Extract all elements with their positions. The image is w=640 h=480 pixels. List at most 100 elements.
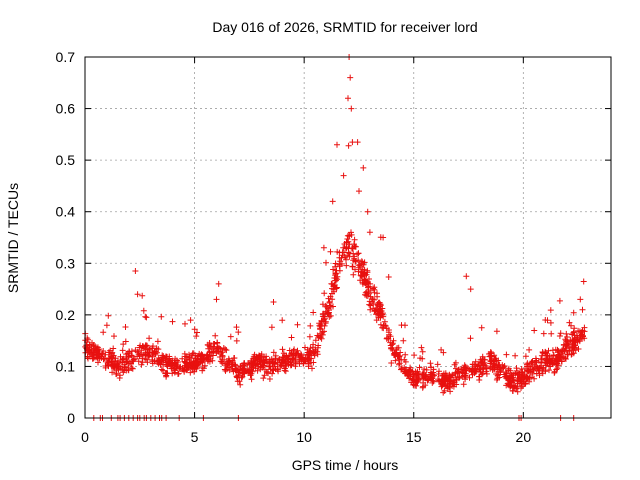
data-point <box>416 364 423 371</box>
data-point <box>334 141 340 148</box>
data-point <box>340 244 347 251</box>
data-point <box>567 337 574 343</box>
data-point <box>266 376 273 382</box>
data-point <box>354 139 361 146</box>
data-point <box>218 349 225 356</box>
data-point <box>332 260 339 267</box>
data-point <box>380 322 387 329</box>
data-point <box>460 372 467 379</box>
data-point <box>417 355 424 362</box>
data-point <box>542 317 549 323</box>
data-point <box>461 362 468 369</box>
data-point <box>355 257 362 264</box>
data-point <box>318 335 325 342</box>
data-point <box>466 374 473 381</box>
data-point <box>575 346 582 352</box>
data-point <box>321 290 328 297</box>
data-point <box>256 356 263 363</box>
data-point <box>231 355 238 361</box>
data-point <box>522 353 529 360</box>
data-point <box>95 359 101 366</box>
data-point <box>315 334 322 341</box>
data-point <box>350 271 357 278</box>
data-point <box>491 352 498 359</box>
data-point <box>266 363 273 370</box>
data-point <box>100 329 107 336</box>
data-point <box>296 358 303 364</box>
data-point <box>99 350 106 357</box>
data-point <box>377 305 384 312</box>
data-point <box>322 320 329 327</box>
data-point <box>322 309 329 316</box>
data-point <box>514 372 521 379</box>
data-point <box>440 376 447 383</box>
data-point <box>128 352 135 359</box>
data-point <box>532 355 539 362</box>
data-point <box>213 296 220 303</box>
data-point <box>348 105 355 112</box>
data-point <box>546 360 553 367</box>
data-point <box>125 360 132 367</box>
data-point <box>248 376 255 383</box>
data-point <box>326 298 333 305</box>
data-point <box>345 95 351 102</box>
data-point <box>107 353 114 360</box>
data-point <box>514 388 521 395</box>
data-point <box>391 351 398 358</box>
data-point <box>105 312 112 319</box>
data-point <box>421 374 428 381</box>
data-point <box>103 322 110 329</box>
data-point <box>428 364 434 371</box>
data-point <box>547 307 554 314</box>
data-point <box>411 352 418 359</box>
data-point <box>336 249 343 256</box>
data-point <box>477 365 484 372</box>
data-point <box>204 351 211 358</box>
data-point <box>492 358 499 365</box>
data-point <box>566 348 573 355</box>
data-point <box>333 284 340 291</box>
data-point <box>546 353 553 360</box>
data-point <box>542 367 549 373</box>
data-point <box>233 324 240 331</box>
data-point <box>512 352 519 359</box>
data-point <box>103 358 110 364</box>
data-point <box>302 344 308 351</box>
data-point <box>389 347 396 353</box>
data-point <box>203 352 210 359</box>
data-point <box>575 327 582 334</box>
data-point <box>154 338 161 345</box>
data-point <box>565 351 571 358</box>
data-point <box>578 329 585 336</box>
data-point <box>523 376 530 383</box>
data-point <box>130 356 137 363</box>
data-point <box>90 349 97 356</box>
data-point <box>556 333 563 339</box>
data-point <box>401 356 408 363</box>
data-point <box>568 322 574 329</box>
data-point <box>270 349 277 356</box>
y-tick-label: 0.6 <box>56 101 76 117</box>
data-point <box>142 355 149 362</box>
data-point <box>419 348 426 355</box>
data-point <box>447 388 454 395</box>
data-point <box>155 346 162 353</box>
data-point <box>548 330 555 337</box>
data-point <box>526 346 533 353</box>
data-point <box>518 373 525 380</box>
data-point <box>181 350 188 357</box>
plot-frame <box>84 56 612 419</box>
data-point <box>109 354 115 361</box>
data-point <box>100 356 107 363</box>
data-point <box>223 366 230 373</box>
data-point <box>388 360 395 366</box>
data-point <box>169 318 176 325</box>
data-point <box>467 335 474 342</box>
data-point <box>305 360 312 367</box>
data-point <box>146 335 153 342</box>
data-point <box>237 381 244 388</box>
data-point <box>516 380 523 387</box>
data-point <box>257 363 264 370</box>
data-point <box>344 236 351 242</box>
